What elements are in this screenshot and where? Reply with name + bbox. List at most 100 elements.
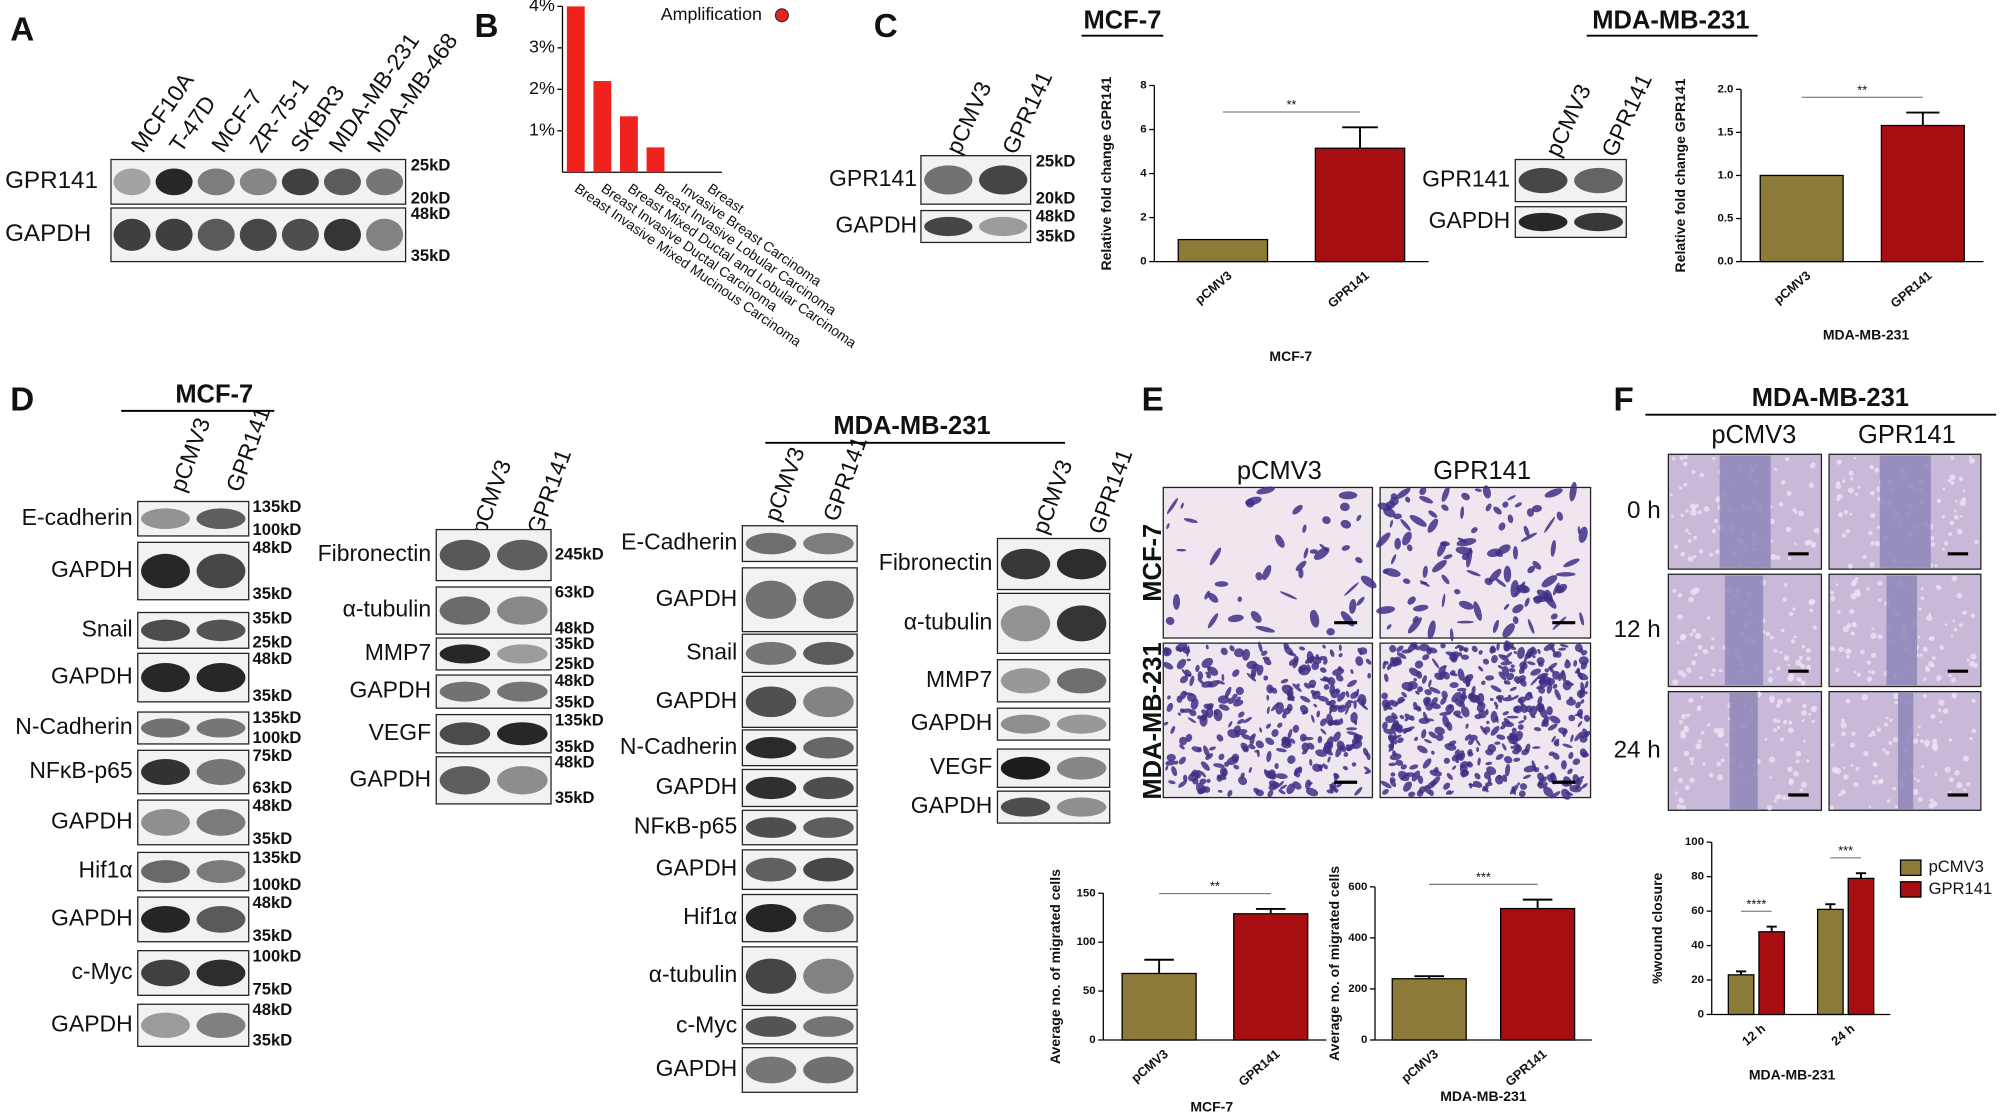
band <box>239 168 277 196</box>
band <box>803 817 854 838</box>
cell <box>1691 469 1696 474</box>
cell <box>1718 668 1723 673</box>
cell <box>1417 745 1428 754</box>
cell <box>1710 672 1715 677</box>
cell <box>1292 724 1300 733</box>
cell <box>1512 695 1519 700</box>
cell <box>1537 776 1547 787</box>
cell <box>1478 650 1483 655</box>
band <box>141 663 190 693</box>
cell <box>1925 744 1929 748</box>
cell <box>1559 643 1569 648</box>
cell <box>1205 644 1209 650</box>
cell <box>1421 729 1427 739</box>
cell <box>1796 677 1801 682</box>
cell <box>1942 708 1949 714</box>
band <box>323 168 361 196</box>
band <box>196 860 246 884</box>
cell <box>1703 506 1710 512</box>
cell <box>1450 672 1458 677</box>
cell <box>1553 582 1560 596</box>
cell <box>1584 680 1589 689</box>
cell <box>1517 782 1521 786</box>
band <box>196 809 246 836</box>
cell <box>1390 554 1397 565</box>
cell <box>1333 720 1340 725</box>
protein-label: VEGF <box>369 719 431 745</box>
cell <box>1376 606 1396 614</box>
cell <box>1673 544 1679 549</box>
cell <box>1706 723 1711 727</box>
cell <box>1279 784 1287 790</box>
cell <box>1778 502 1784 507</box>
cell <box>1235 686 1244 695</box>
row-label: 0 h <box>1627 497 1661 524</box>
cell <box>1275 773 1288 780</box>
cell <box>1526 508 1534 517</box>
x-axis-label: MDA-MB-231 <box>1749 1066 1836 1082</box>
cell <box>1855 766 1860 771</box>
cell <box>1541 575 1558 588</box>
bar <box>1816 908 1844 1016</box>
cell <box>1248 744 1256 750</box>
cell <box>1810 598 1816 604</box>
size-label: 20kD <box>411 188 451 207</box>
cell <box>1191 746 1202 753</box>
cell <box>1795 750 1802 757</box>
cell <box>1557 586 1565 593</box>
cell <box>1514 502 1522 508</box>
cell <box>1793 542 1797 546</box>
bar <box>1759 174 1844 263</box>
cell <box>1579 612 1585 626</box>
heading: MCF-7 <box>1083 6 1161 34</box>
cell <box>1176 646 1183 653</box>
cell <box>1240 742 1249 752</box>
band <box>803 1016 854 1037</box>
cell <box>1956 781 1963 789</box>
size-label: 135kD <box>253 708 302 727</box>
band <box>924 216 973 237</box>
cell <box>1519 678 1527 687</box>
cell <box>1550 540 1556 557</box>
bar <box>1847 877 1875 1016</box>
cell <box>1877 634 1883 640</box>
size-label: 75kD <box>253 746 293 765</box>
cell <box>1951 575 1958 582</box>
cell <box>1838 792 1842 797</box>
cell <box>1367 672 1371 679</box>
cell <box>1568 714 1576 722</box>
cell <box>1851 731 1856 736</box>
cell <box>1382 660 1387 670</box>
cell <box>1523 765 1537 773</box>
cell <box>1936 498 1942 504</box>
cell <box>1320 728 1327 735</box>
cell <box>1262 656 1270 661</box>
cell <box>1781 795 1787 801</box>
y-tick-label: 400 <box>1348 932 1367 944</box>
band <box>1000 548 1051 580</box>
band <box>1056 714 1107 734</box>
band <box>197 168 235 196</box>
cell <box>1475 739 1481 747</box>
cell <box>1679 635 1685 641</box>
cell <box>1677 614 1683 620</box>
cell <box>1783 719 1788 724</box>
band <box>196 1012 246 1038</box>
protein-label: GAPDH <box>51 556 133 582</box>
cell <box>1413 678 1417 682</box>
cell <box>1698 549 1704 554</box>
cell <box>1482 658 1490 665</box>
cell <box>1687 556 1694 563</box>
size-label: 245kD <box>555 544 604 563</box>
cell <box>1181 668 1188 677</box>
cell <box>1850 764 1854 767</box>
band <box>141 759 190 786</box>
cell <box>1673 767 1678 772</box>
cell <box>1471 685 1476 696</box>
cell <box>1443 782 1451 790</box>
cell <box>1466 762 1471 767</box>
size-label: 35kD <box>253 608 293 627</box>
cell <box>1868 805 1872 809</box>
cell <box>1579 731 1592 738</box>
cell <box>1168 780 1176 785</box>
